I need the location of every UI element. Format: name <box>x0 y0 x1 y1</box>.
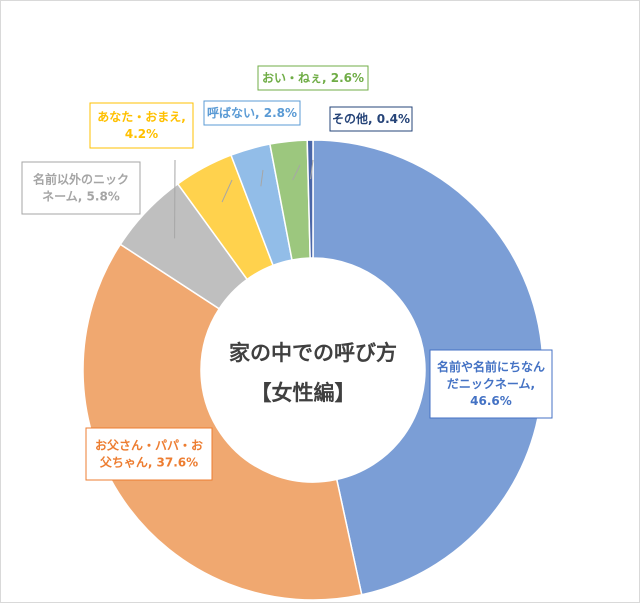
data-label-text: お父さん・パパ・お <box>95 439 203 453</box>
slice-1 <box>312 139 544 596</box>
data-label-box-5 <box>203 100 301 126</box>
data-label-text: 名前以外のニック <box>33 172 129 187</box>
leader-line-7 <box>310 159 314 180</box>
data-label-box-7 <box>329 106 413 132</box>
data-label-text: その他, 0.4% <box>332 111 410 126</box>
leader-line-6 <box>292 164 301 181</box>
data-label-box-2 <box>85 427 213 481</box>
slice-2 <box>82 243 363 601</box>
leader-line-5 <box>260 169 264 187</box>
data-label-box-6 <box>257 65 369 91</box>
data-label-text: 46.6% <box>470 394 512 408</box>
chart-subtitle: 【女性編】 <box>251 381 356 405</box>
slices-group <box>82 139 544 601</box>
data-label-text: だニックネーム, <box>447 377 535 391</box>
data-label-text: 父ちゃん, 37.6% <box>99 456 198 470</box>
data-label-text: 呼ばない, 2.8% <box>207 105 297 120</box>
data-label-text: おい・ねぇ, 2.6% <box>262 71 364 85</box>
leader-line-4 <box>221 179 233 203</box>
data-label-box-1 <box>429 349 553 419</box>
data-label-text: 4.2% <box>125 127 158 141</box>
data-label-box-4 <box>89 102 194 149</box>
chart-title: 家の中での呼び方 <box>229 341 397 365</box>
data-label-text: ネーム, 5.8% <box>42 190 120 204</box>
leader-lines-group <box>174 159 314 239</box>
data-label-text: あなた・おまえ, <box>97 110 186 124</box>
data-label-box-3 <box>21 161 141 215</box>
data-label-text: 名前や名前にちなん <box>437 359 545 374</box>
